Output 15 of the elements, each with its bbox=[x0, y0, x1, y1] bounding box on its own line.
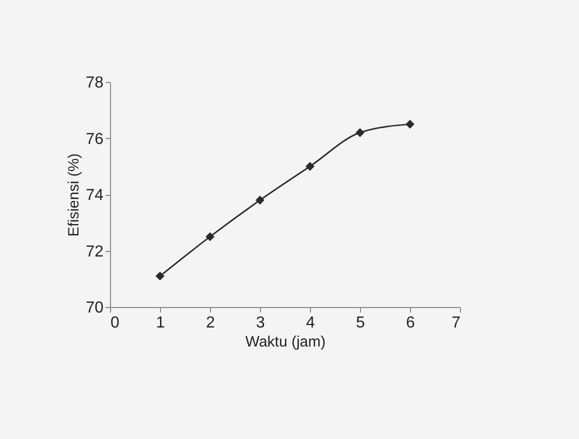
x-tick-label: 6 bbox=[406, 314, 416, 332]
y-tick-label: 70 bbox=[86, 300, 104, 316]
y-tick-label: 74 bbox=[86, 187, 104, 204]
y-tick-label: 78 bbox=[86, 74, 104, 92]
x-tick-label: 1 bbox=[156, 314, 166, 332]
y-axis-title: Efisiensi (%) bbox=[66, 153, 83, 237]
x-tick-label: 4 bbox=[306, 314, 316, 332]
x-axis-title: Waktu (jam) bbox=[245, 334, 326, 350]
y-tick-label: 72 bbox=[86, 243, 104, 260]
x-tick-label: 0 bbox=[110, 314, 120, 332]
y-tick-label: 76 bbox=[86, 130, 104, 148]
x-tick-label: 3 bbox=[256, 314, 266, 332]
x-tick-label: 5 bbox=[356, 314, 366, 332]
x-tick-label: 2 bbox=[206, 314, 216, 332]
x-tick-label: 7 bbox=[452, 314, 461, 332]
